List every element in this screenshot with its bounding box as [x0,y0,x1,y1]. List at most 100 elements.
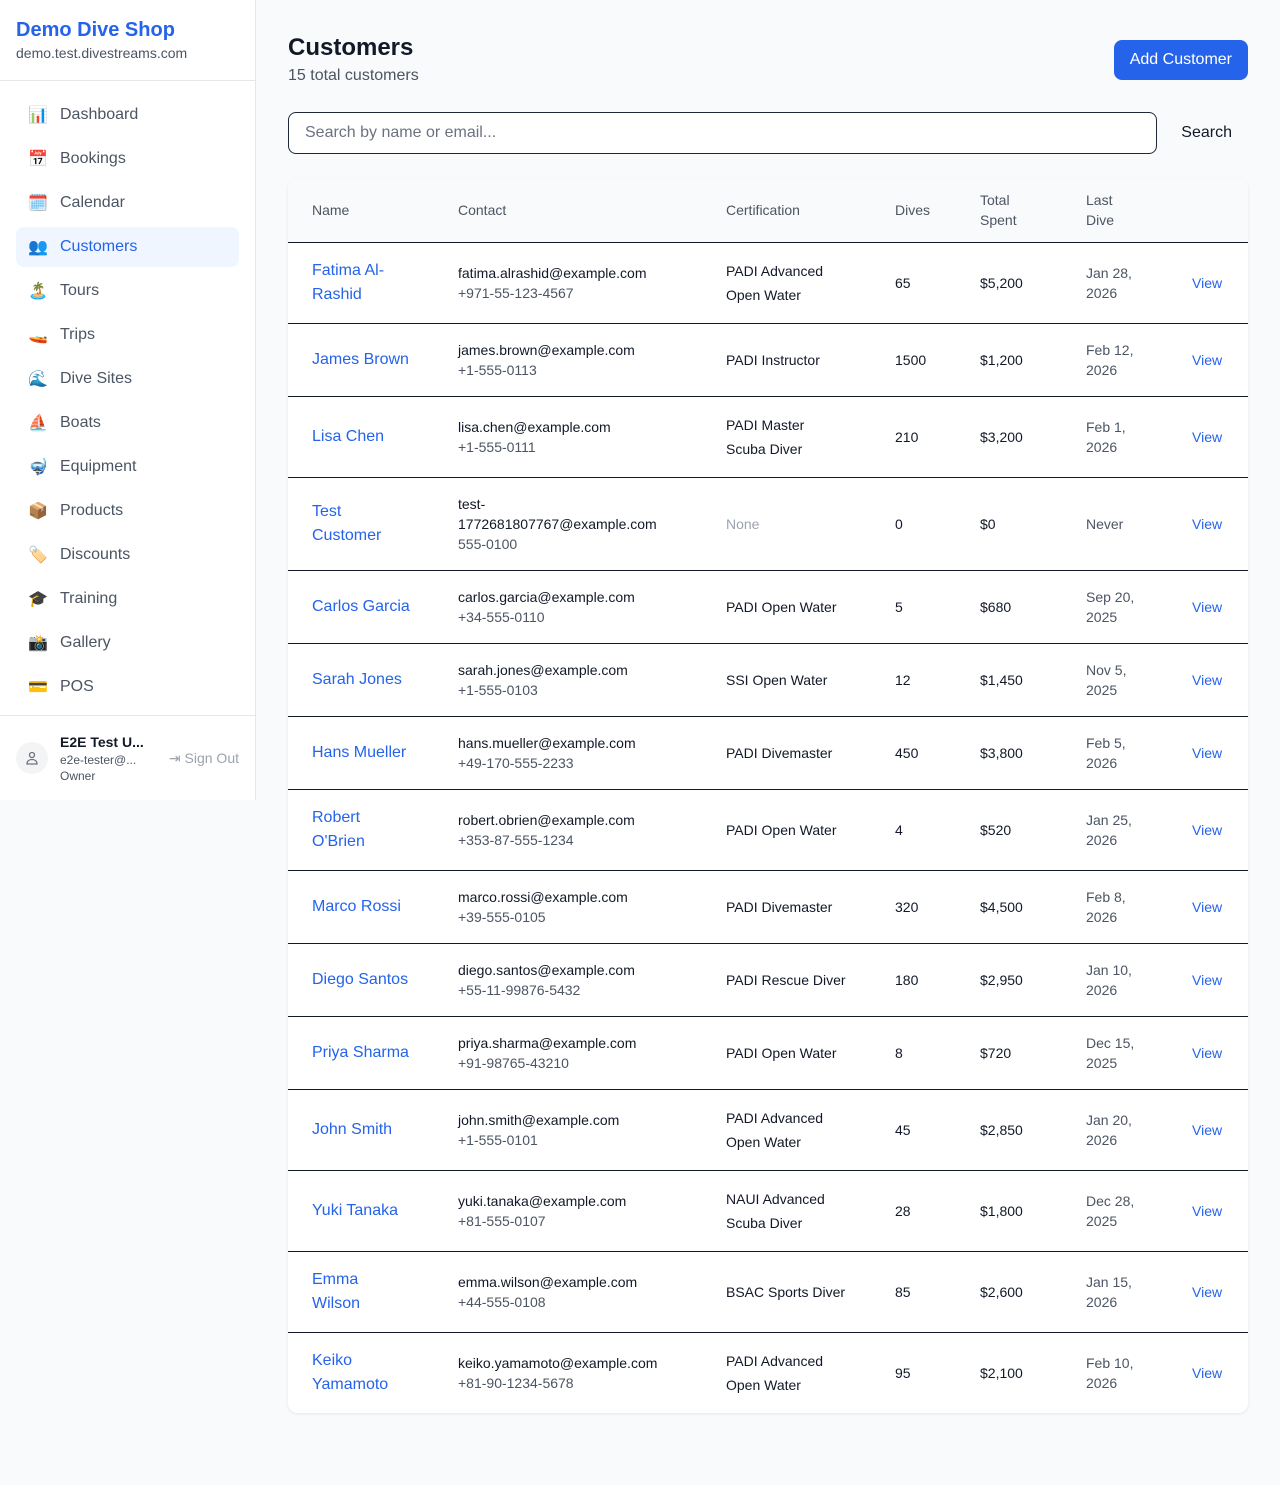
column-header [1168,178,1248,243]
customer-last-dive: Feb 1, 2026 [1086,419,1126,455]
table-row: Sarah Jones sarah.jones@example.com +1-555… [288,643,1248,717]
customer-last-dive: Jan 15, 2026 [1086,1274,1132,1310]
sidebar-item-boats[interactable]: ⛵ Boats [16,403,239,443]
sidebar-item-trips[interactable]: 🚤 Trips [16,315,239,355]
customer-name-link[interactable]: Emma Wilson [312,1271,361,1312]
column-header: Contact [434,178,702,243]
customer-name-link[interactable]: John Smith [312,1121,393,1138]
customer-phone: +1-555-0113 [458,362,537,378]
sidebar-item-equipment[interactable]: 🤿 Equipment [16,447,239,487]
customer-name-link[interactable]: Test Customer [312,503,382,544]
view-customer-link[interactable]: View [1192,275,1223,291]
view-customer-link[interactable]: View [1192,516,1223,532]
customer-last-dive: Never [1086,516,1124,532]
customer-name-link[interactable]: Priya Sharma [312,1044,409,1061]
search-input[interactable] [288,112,1158,154]
dashboard-icon: 📊 [28,107,48,124]
table-row: Priya Sharma priya.sharma@example.com +91-… [288,1016,1248,1090]
view-customer-link[interactable]: View [1192,352,1223,368]
view-customer-link[interactable]: View [1192,1045,1223,1061]
sidebar-item-discounts[interactable]: 🏷️ Discounts [16,535,239,575]
customer-name-link[interactable]: Robert O'Brien [312,809,365,850]
trips-icon: 🚤 [28,327,48,344]
customer-name-link[interactable]: Sarah Jones [312,671,402,688]
table-row: Lisa Chen lisa.chen@example.com +1-555-011… [288,396,1248,478]
sidebar-item-label: Trips [60,326,95,343]
customer-email: hans.mueller@example.com [458,735,636,751]
sidebar-item-label: Boats [60,414,101,431]
user-role: Owner [60,769,96,783]
add-customer-button[interactable]: Add Customer [1113,40,1248,80]
customer-name-link[interactable]: James Brown [312,351,409,368]
customer-last-dive: Dec 15, 2025 [1086,1035,1135,1071]
customer-name-link[interactable]: Lisa Chen [312,428,385,445]
customer-total-spent: $4,500 [980,899,1023,915]
sidebar-item-products[interactable]: 📦 Products [16,491,239,531]
customer-dives: 45 [895,1122,911,1138]
customer-last-dive: Jan 20, 2026 [1086,1112,1132,1148]
customer-total-spent: $720 [980,1045,1012,1061]
customer-name-link[interactable]: Keiko Yamamoto [312,1352,389,1393]
sidebar-item-label: Dive Sites [60,370,133,387]
discounts-icon: 🏷️ [28,547,48,564]
customer-name-link[interactable]: Carlos Garcia [312,598,410,615]
table-row: Carlos Garcia carlos.garcia@example.com +3… [288,570,1248,644]
user-panel: E2E Test U... e2e-tester@... Owner ⇥ Sig… [0,715,255,800]
customer-name-link[interactable]: Diego Santos [312,971,409,988]
sidebar-item-tours[interactable]: 🏝️ Tours [16,271,239,311]
sidebar-item-dashboard[interactable]: 📊 Dashboard [16,95,239,135]
view-customer-link[interactable]: View [1192,745,1223,761]
customer-total-spent: $3,200 [980,429,1023,445]
customer-certification: None [726,516,760,532]
table-row: Diego Santos diego.santos@example.com +55-… [288,943,1248,1017]
sidebar-item-gallery[interactable]: 📸 Gallery [16,623,239,663]
view-customer-link[interactable]: View [1192,1122,1223,1138]
customer-total-spent: $1,450 [980,672,1023,688]
gallery-icon: 📸 [28,635,48,652]
customer-phone: +81-555-0107 [458,1213,546,1229]
sign-out-label: Sign Out [184,749,239,766]
customer-total-spent: $2,600 [980,1284,1023,1300]
sign-out-button[interactable]: ⇥ Sign Out [169,750,239,767]
equipment-icon: 🤿 [28,459,48,476]
view-customer-link[interactable]: View [1192,599,1223,615]
customer-certification: PADI Open Water [726,822,837,838]
products-icon: 📦 [28,503,48,520]
customer-name-link[interactable]: Fatima Al-Rashid [312,262,385,303]
customer-name-link[interactable]: Marco Rossi [312,898,401,915]
view-customer-link[interactable]: View [1192,899,1223,915]
customer-email: lisa.chen@example.com [458,419,611,435]
column-header: Total Spent [956,178,1062,243]
bookings-icon: 📅 [28,151,48,168]
search-button[interactable]: Search [1157,124,1248,142]
customer-dives: 210 [895,429,919,445]
sidebar-item-pos[interactable]: 💳 POS [16,667,239,707]
sidebar-item-customers[interactable]: 👥 Customers [16,227,239,267]
customer-email: fatima.alrashid@example.com [458,265,647,281]
table-row: Emma Wilson emma.wilson@example.com +44-55… [288,1251,1248,1333]
customer-phone: 555-0100 [458,536,518,552]
customer-phone: +91-98765-43210 [458,1055,569,1071]
sidebar-item-training[interactable]: 🎓 Training [16,579,239,619]
brand-title[interactable]: Demo Dive Shop [16,19,175,41]
customer-certification: PADI Open Water [726,1045,837,1061]
view-customer-link[interactable]: View [1192,429,1223,445]
sidebar-item-calendar[interactable]: 🗓️ Calendar [16,183,239,223]
customer-phone: +55-11-99876-5432 [458,982,581,998]
customer-email: carlos.garcia@example.com [458,589,635,605]
customer-last-dive: Feb 5, 2026 [1086,735,1126,771]
customer-total-spent: $1,800 [980,1203,1023,1219]
sidebar-item-dive-sites[interactable]: 🌊 Dive Sites [16,359,239,399]
page-title: Customers [288,34,414,61]
customer-total-spent: $3,800 [980,745,1023,761]
view-customer-link[interactable]: View [1192,672,1223,688]
sidebar-item-bookings[interactable]: 📅 Bookings [16,139,239,179]
view-customer-link[interactable]: View [1192,1365,1223,1381]
view-customer-link[interactable]: View [1192,822,1223,838]
view-customer-link[interactable]: View [1192,972,1223,988]
customer-name-link[interactable]: Hans Mueller [312,744,407,761]
view-customer-link[interactable]: View [1192,1284,1223,1300]
customer-dives: 95 [895,1365,911,1381]
view-customer-link[interactable]: View [1192,1203,1223,1219]
customer-name-link[interactable]: Yuki Tanaka [312,1202,398,1219]
